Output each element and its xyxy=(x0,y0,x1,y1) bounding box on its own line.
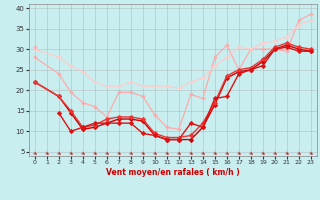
X-axis label: Vent moyen/en rafales ( km/h ): Vent moyen/en rafales ( km/h ) xyxy=(106,168,240,177)
